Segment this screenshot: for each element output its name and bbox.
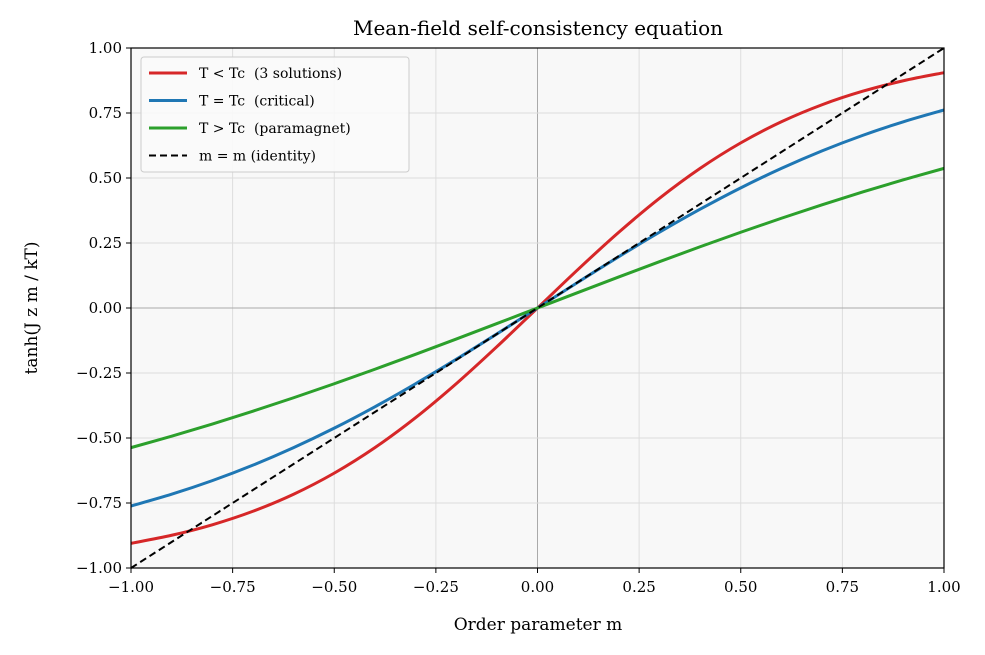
y-axis: −1.00 −0.75 −0.50 −0.25 0.00 0.25 0.50 0.75 1.00 [76,39,131,577]
legend-label: T > Tc (paramagnet) [199,121,351,137]
x-axis: −1.00 −0.75 −0.50 −0.25 0.00 0.25 0.50 0.75 1.00 [108,568,961,596]
y-axis-label: tanh(J z m / kT) [22,241,42,374]
x-tick-label: 0.50 [724,578,757,596]
y-tick-label: 0.50 [89,169,122,187]
y-tick-label: 1.00 [89,39,122,57]
x-tick-label: 0.75 [826,578,859,596]
series-group [130,47,945,569]
series-line-3 [130,47,945,569]
y-tick-label: −0.25 [76,364,122,382]
x-tick-label: 0.00 [521,578,554,596]
x-tick-label: −0.75 [210,578,256,596]
y-tick-label: 0.25 [89,234,122,252]
x-tick-label: −0.50 [311,578,357,596]
y-tick-label: 0.00 [89,299,122,317]
y-tick-label: −0.75 [76,494,122,512]
x-tick-label: 1.00 [927,578,960,596]
x-axis-label: Order parameter m [454,615,623,635]
chart-title: Mean-field self-consistency equation [353,16,723,40]
x-tick-label: −0.25 [413,578,459,596]
y-tick-label: −1.00 [76,559,122,577]
series-line-2 [130,166,945,450]
legend-label: m = m (identity) [199,149,316,165]
legend: T < Tc (3 solutions) T = Tc (critical) T >… [140,56,410,173]
legend-label: T = Tc (critical) [199,94,315,110]
x-tick-label: −1.00 [108,578,154,596]
x-tick-label: 0.25 [622,578,655,596]
y-tick-label: 0.75 [89,104,122,122]
legend-label: T < Tc (3 solutions) [199,66,342,82]
y-tick-label: −0.50 [76,429,122,447]
